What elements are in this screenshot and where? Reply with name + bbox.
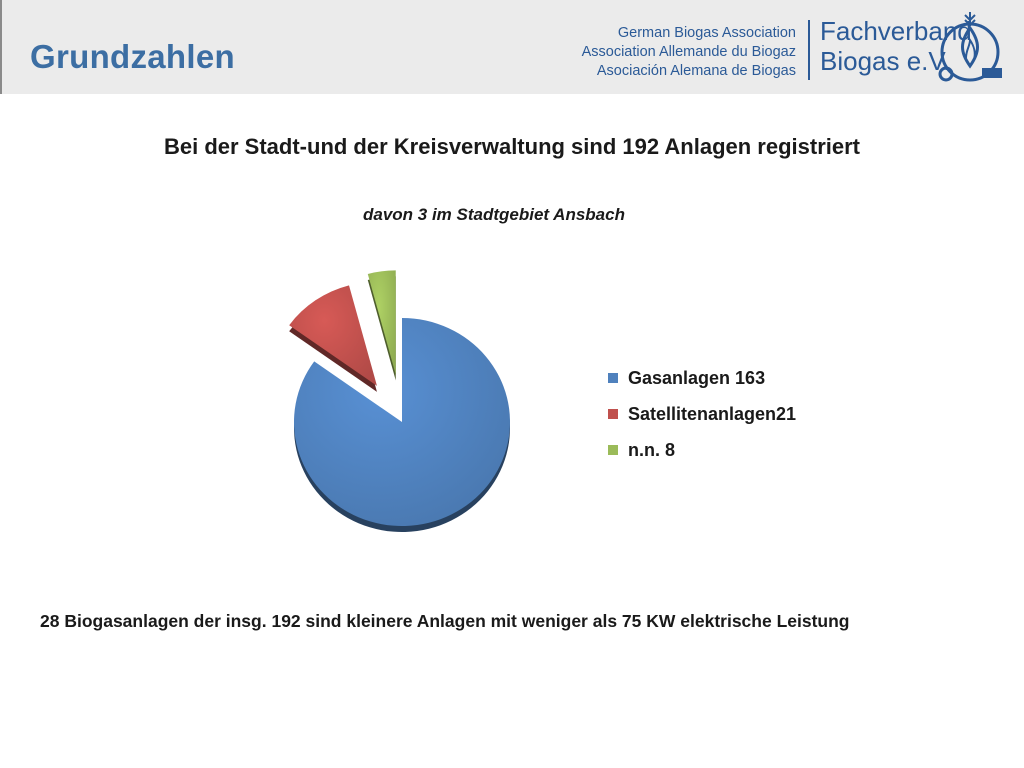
biogas-logo-icon <box>938 12 1002 82</box>
pie-slice-gasanlagen <box>294 318 510 526</box>
chart-legend: Gasanlagen 163 Satellitenanlagen21 n.n. … <box>608 360 796 468</box>
legend-label-gasanlagen: Gasanlagen 163 <box>628 367 766 388</box>
brand-line-2: Biogas e.V. <box>820 46 951 76</box>
header-divider <box>808 20 810 80</box>
association-names: German Biogas Association Association Al… <box>582 24 796 81</box>
legend-swatch-gasanlagen <box>608 373 618 383</box>
main-title: Bei der Stadt-und der Kreisverwaltung si… <box>163 134 861 159</box>
pie-slice-nn <box>367 270 396 375</box>
legend-label-nn: n.n. 8 <box>628 439 676 460</box>
legend-swatch-nn <box>608 445 618 455</box>
association-name-es: Asociación Alemana de Biogas <box>596 63 796 79</box>
footnote: 28 Biogasanlagen der insg. 192 sind klei… <box>40 611 850 631</box>
brand-name: Fachverband Biogas e.V. <box>820 16 972 76</box>
slide-header: Grundzahlen German Biogas Association As… <box>0 0 1024 94</box>
legend-label-satellitenanlagen: Satellitenanlagen21 <box>628 403 797 424</box>
legend-item-gasanlagen: Gasanlagen 163 <box>608 360 796 396</box>
legend-item-nn: n.n. 8 <box>608 432 796 468</box>
brand-line-1: Fachverband <box>820 16 972 46</box>
pie-slice-satellitenanlagen <box>289 285 377 386</box>
legend-swatch-satellitenanlagen <box>608 409 618 419</box>
slide-title: Grundzahlen <box>30 38 235 75</box>
subtitle: davon 3 im Stadtgebiet Ansbach <box>363 205 625 224</box>
association-name-fr: Association Allemande du Biogaz <box>581 44 796 60</box>
legend-item-satellitenanlagen: Satellitenanlagen21 <box>608 396 796 432</box>
association-name-en: German Biogas Association <box>617 25 796 41</box>
